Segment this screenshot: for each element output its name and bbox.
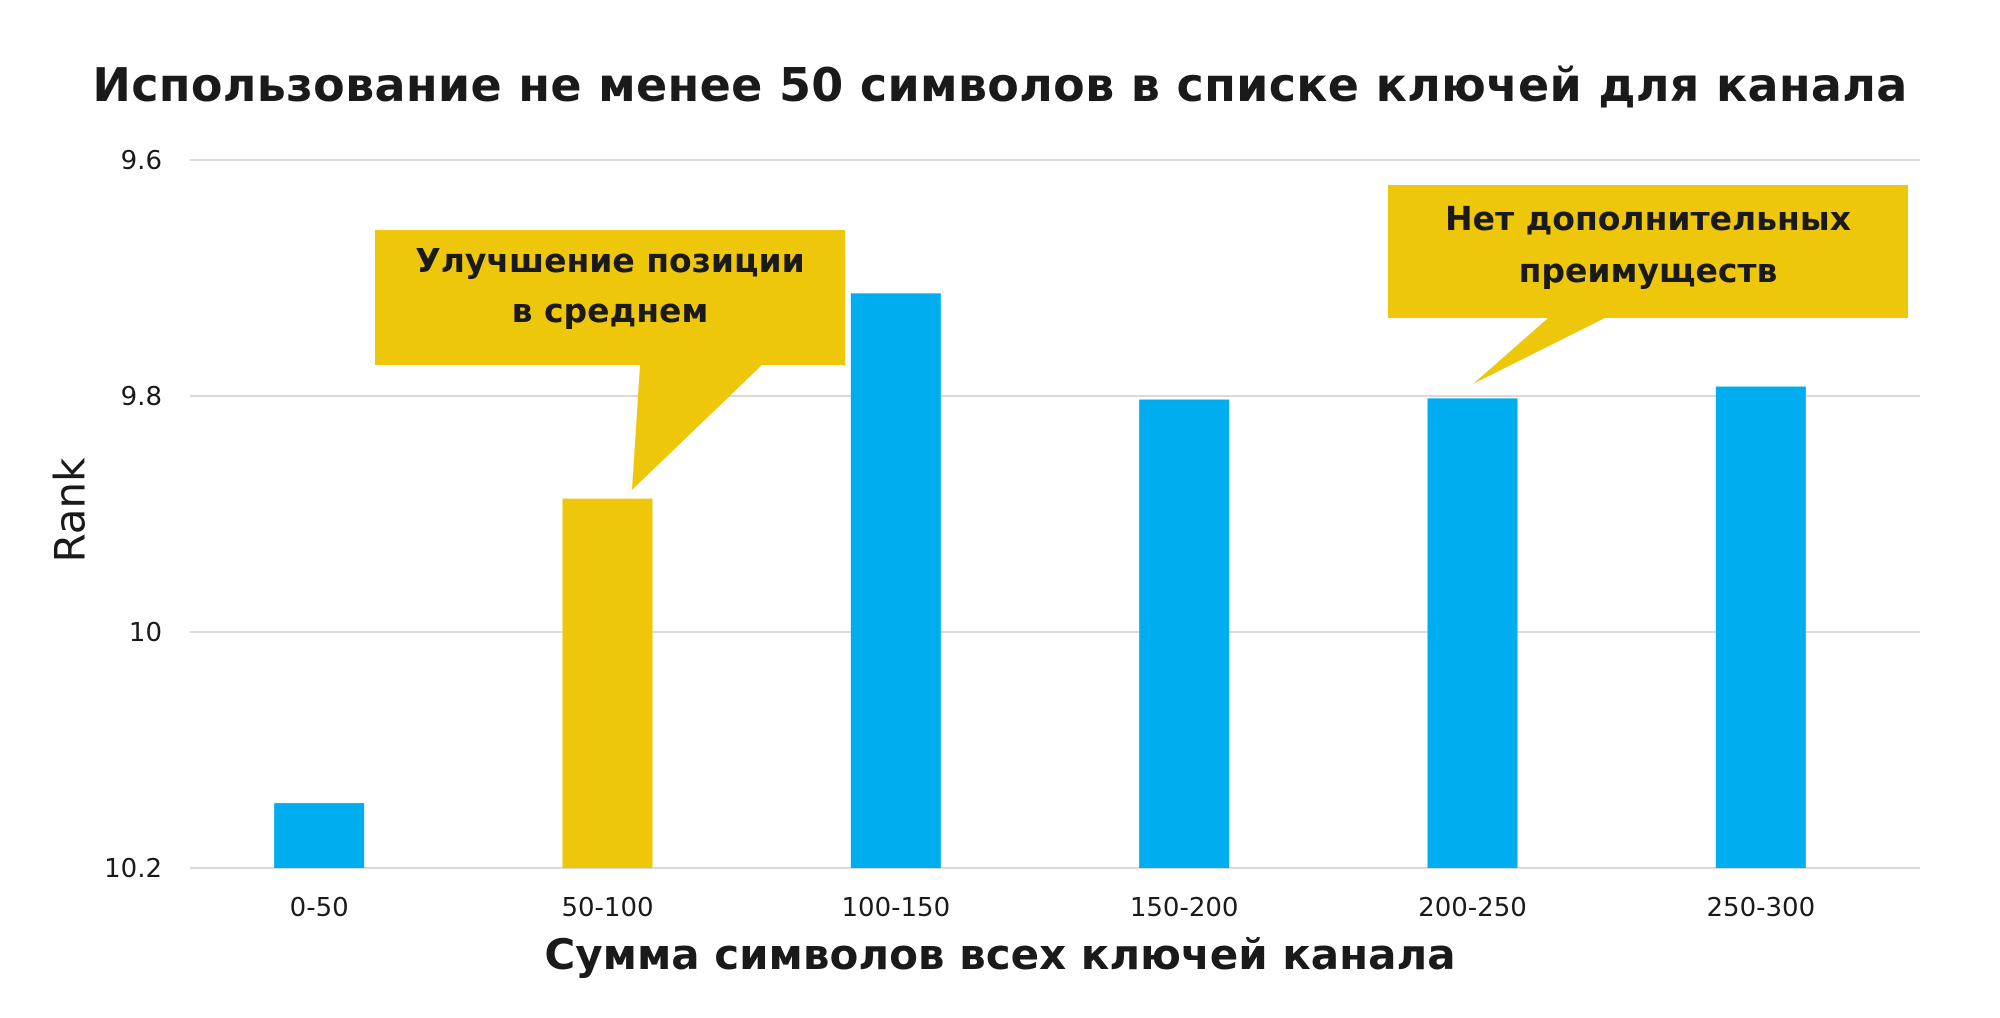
y-tick-label: 10.2 — [104, 854, 162, 884]
callout-text-line: в среднем — [512, 291, 709, 330]
y-tick-label: 9.6 — [121, 146, 162, 176]
callout-1: Улучшение позиции в среднем — [375, 230, 845, 490]
x-tick-label: 250-300 — [1707, 893, 1816, 923]
bar-50-100 — [562, 498, 653, 868]
y-tick-label: 10 — [129, 618, 162, 648]
x-tick-label: 200-250 — [1418, 893, 1527, 923]
bar-250-300 — [1715, 386, 1806, 868]
x-tick-label: 50-100 — [561, 893, 653, 923]
callout-pointer — [632, 365, 762, 490]
bar-100-150 — [850, 293, 941, 869]
x-tick-label: 150-200 — [1130, 893, 1239, 923]
x-axis-label: Сумма символов всех ключей канала — [544, 930, 1456, 979]
bar-150-200 — [1139, 399, 1230, 868]
callout-box — [1388, 185, 1908, 318]
chart-title: Использование не менее 50 символов в спи… — [92, 58, 1908, 112]
y-tick-label: 9.8 — [121, 382, 162, 412]
callout-text-line: Нет дополнительных — [1445, 199, 1851, 238]
bar-0-50 — [274, 803, 365, 868]
x-tick-label: 0-50 — [290, 893, 349, 923]
callout-text-line: преимуществ — [1519, 251, 1778, 290]
bar-200-250 — [1427, 398, 1518, 868]
callout-box — [375, 230, 845, 365]
callout-2: Нет дополнительных преимуществ — [1388, 185, 1908, 384]
x-tick-label: 100-150 — [842, 893, 951, 923]
callout-text-line: Улучшение позиции — [415, 241, 804, 280]
callout-pointer — [1473, 318, 1605, 384]
